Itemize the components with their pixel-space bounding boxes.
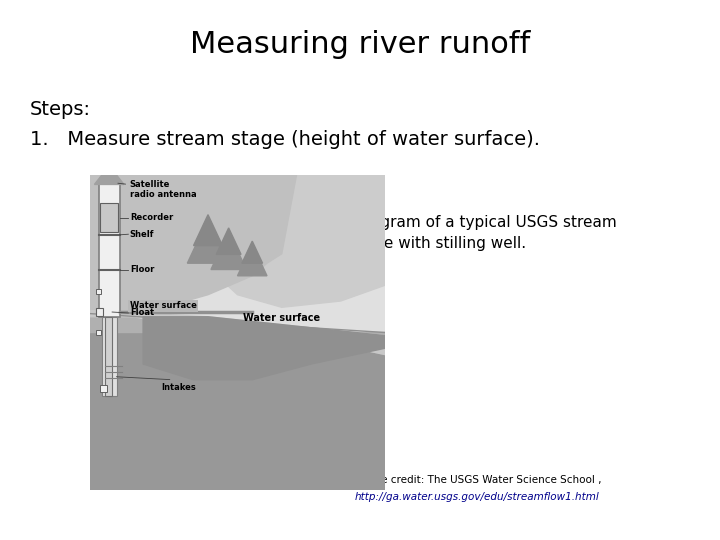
Text: Measuring river runoff: Measuring river runoff — [190, 30, 530, 59]
Bar — [104, 317, 112, 395]
Text: http://ga.water.usgs.gov/edu/streamflow1.html: http://ga.water.usgs.gov/edu/streamflow1… — [355, 492, 600, 502]
Bar — [100, 204, 118, 232]
Bar — [90, 333, 385, 490]
Text: Steps:: Steps: — [30, 100, 91, 119]
Text: 1.   Measure stream stage (height of water surface).: 1. Measure stream stage (height of water… — [30, 130, 540, 149]
Bar — [102, 317, 117, 395]
Text: Water surface: Water surface — [130, 301, 197, 310]
Text: Recorder: Recorder — [130, 213, 173, 222]
Text: Water surface: Water surface — [243, 313, 320, 323]
Bar — [96, 330, 102, 335]
Text: Float: Float — [130, 308, 154, 318]
Bar — [97, 309, 102, 315]
Text: Diagram of a typical USGS stream
gage with stilling well.: Diagram of a typical USGS stream gage wi… — [355, 215, 617, 251]
Polygon shape — [238, 244, 267, 276]
Polygon shape — [143, 317, 385, 380]
Polygon shape — [242, 241, 263, 263]
Text: Image credit: The USGS Water Science School ,: Image credit: The USGS Water Science Sch… — [355, 475, 601, 485]
Text: Intakes: Intakes — [161, 383, 196, 392]
Polygon shape — [193, 175, 385, 307]
Bar — [99, 185, 120, 317]
Text: Floor: Floor — [130, 265, 154, 274]
Bar — [96, 289, 102, 294]
Polygon shape — [94, 166, 124, 185]
Polygon shape — [90, 175, 297, 317]
Bar — [96, 308, 103, 316]
Bar — [90, 175, 385, 348]
Polygon shape — [211, 232, 246, 269]
Polygon shape — [187, 219, 229, 263]
Bar — [100, 386, 107, 393]
Polygon shape — [90, 317, 385, 355]
Polygon shape — [90, 310, 385, 355]
Text: Shelf: Shelf — [130, 230, 154, 239]
Text: Satellite
radio antenna: Satellite radio antenna — [130, 180, 197, 199]
Polygon shape — [194, 215, 222, 246]
Polygon shape — [216, 228, 241, 254]
